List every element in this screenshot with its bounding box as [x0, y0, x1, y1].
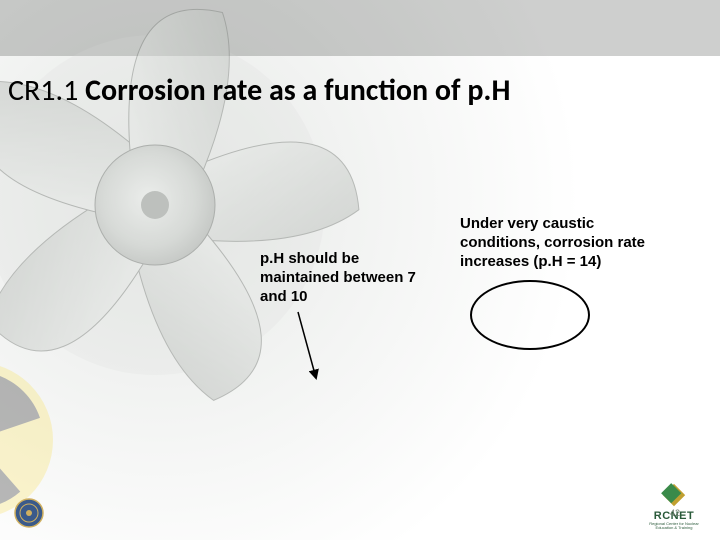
title-prefix: CR1.1	[8, 72, 85, 109]
badge-logo	[14, 498, 44, 528]
annotation-caustic: Under very caustic conditions, corrosion…	[460, 215, 670, 271]
title-main: Corrosion rate as a function of p.H	[85, 72, 510, 109]
page-number: 42	[670, 508, 680, 518]
slide-title: CR1.1 Corrosion rate as a function of p.…	[8, 72, 510, 109]
rcnet-logo: RCNET Regional Center for Nuclear Educat…	[644, 482, 704, 530]
highlight-ellipse	[470, 280, 590, 350]
annotation-ph-range: p.H should be maintained between 7 and 1…	[260, 250, 430, 306]
arrow-pointer	[270, 310, 330, 390]
rcnet-tagline: Regional Center for Nuclear Education & …	[644, 522, 704, 530]
